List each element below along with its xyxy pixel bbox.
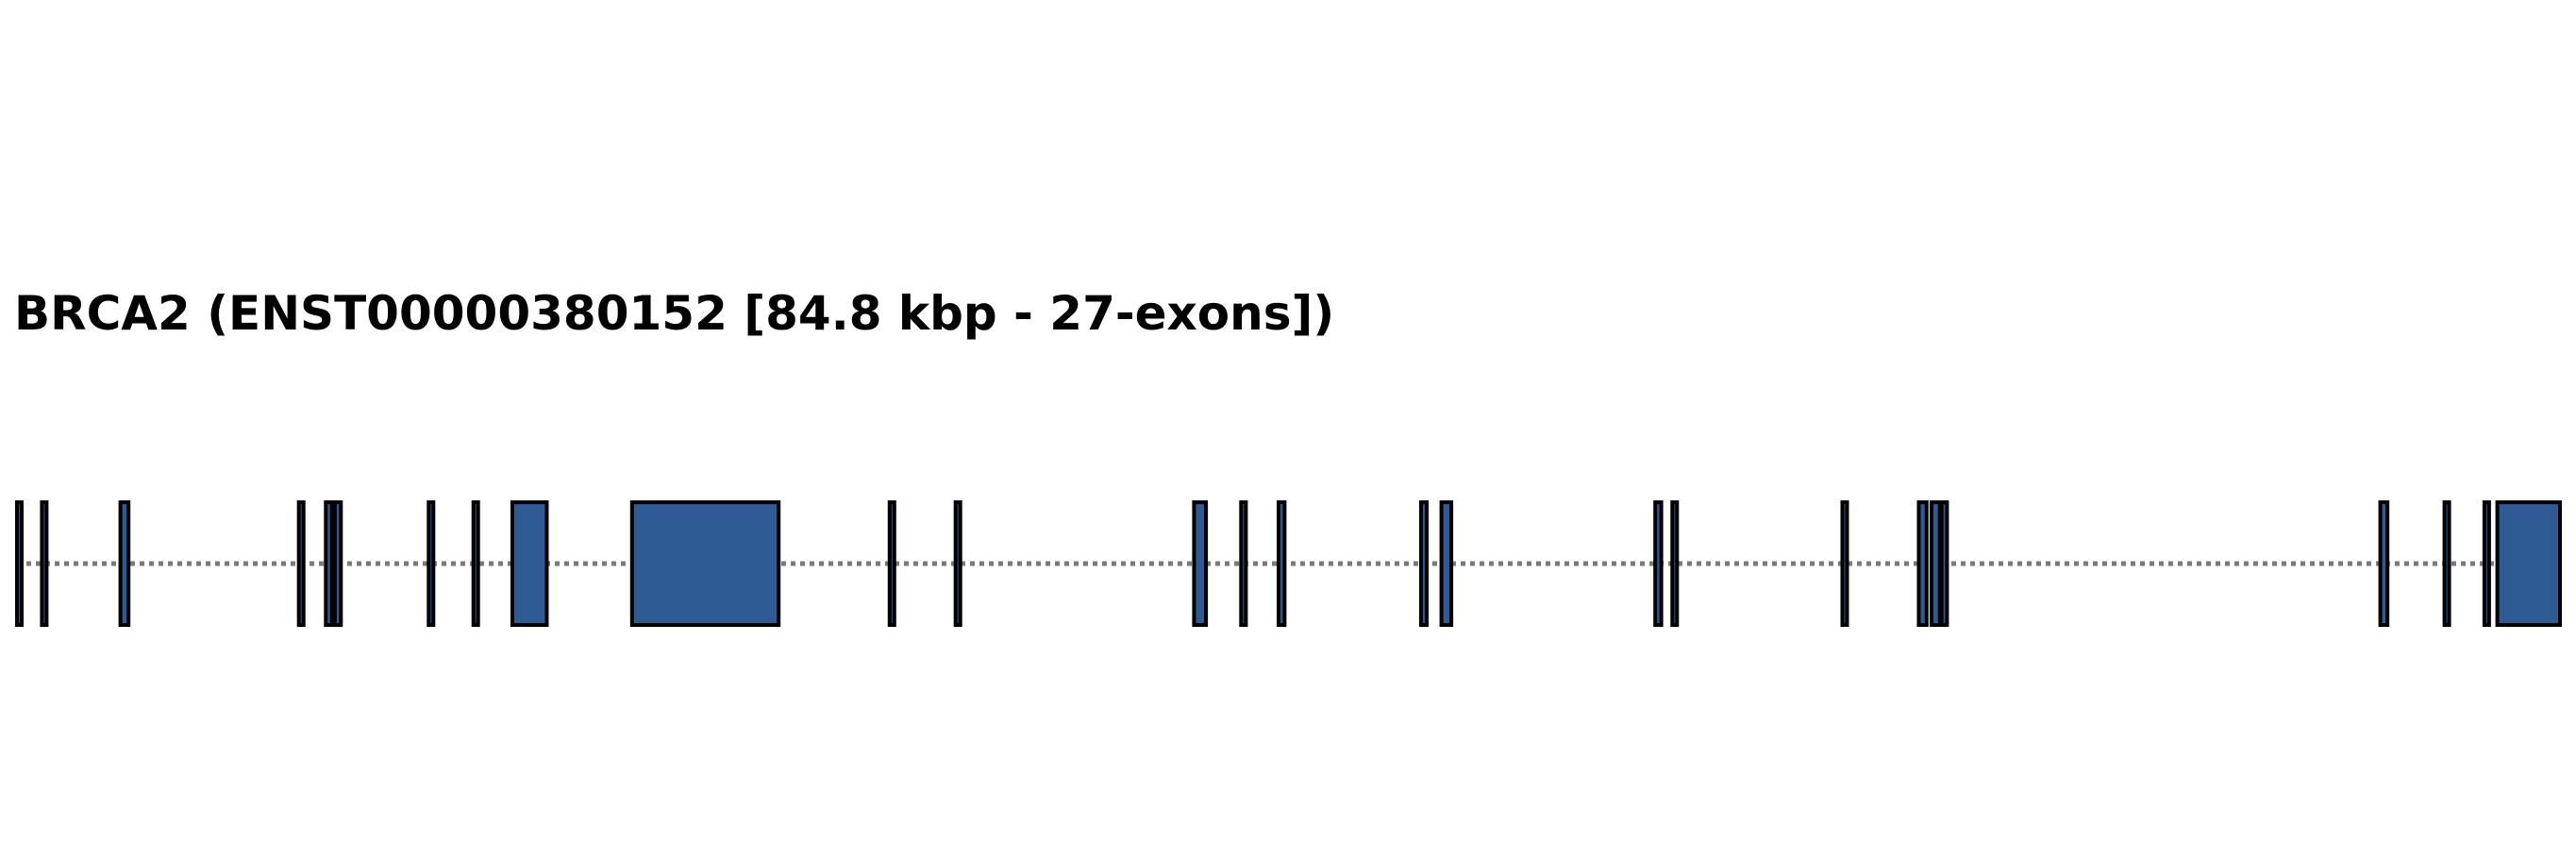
exon-track [15, 500, 2563, 627]
exon-22 [1929, 500, 1942, 627]
exon-24 [2378, 500, 2390, 627]
exon-18 [1653, 500, 1664, 627]
exon-20 [1840, 500, 1849, 627]
exon-5 [324, 500, 334, 627]
exon-14 [1239, 500, 1248, 627]
gene-title: BRCA2 (ENST00000380152 [84.8 kbp - 27-ex… [14, 286, 1334, 341]
exon-17 [1439, 500, 1454, 627]
exon-16 [1419, 500, 1429, 627]
exon-7 [427, 500, 436, 627]
exon-12 [953, 500, 962, 627]
exon-1 [15, 500, 24, 627]
exon-4 [296, 500, 306, 627]
exon-21 [1916, 500, 1929, 627]
exon-3 [118, 500, 131, 627]
exon-6 [332, 500, 343, 627]
exon-15 [1277, 500, 1287, 627]
exon-11 [887, 500, 896, 627]
exon-13 [1192, 500, 1209, 627]
exon-26 [2482, 500, 2491, 627]
exon-27 [2495, 500, 2563, 627]
exon-10 [629, 500, 781, 627]
exon-8 [471, 500, 480, 627]
exon-19 [1670, 500, 1680, 627]
exon-25 [2442, 500, 2451, 627]
exon-9 [510, 500, 549, 627]
exon-23 [1939, 500, 1949, 627]
exon-2 [40, 500, 49, 627]
